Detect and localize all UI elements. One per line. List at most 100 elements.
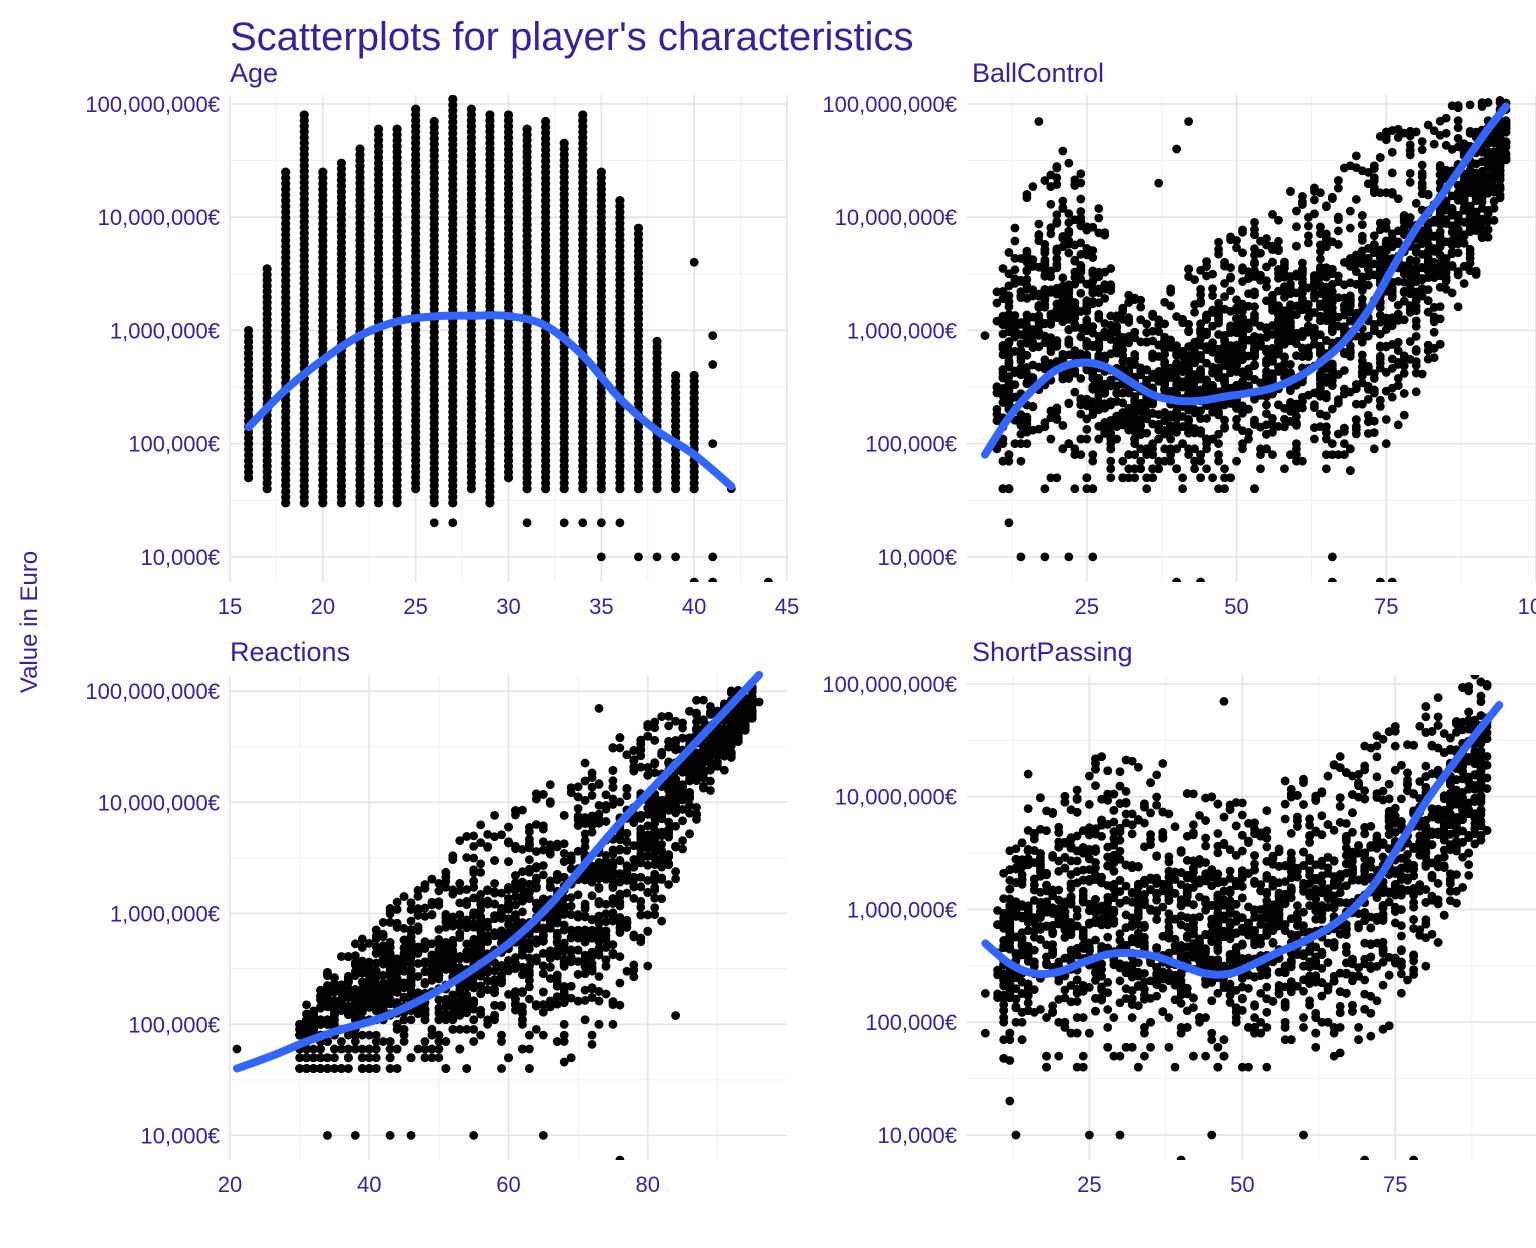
data-point bbox=[1435, 130, 1445, 140]
data-point bbox=[1166, 434, 1176, 444]
data-point bbox=[1106, 400, 1116, 410]
data-point bbox=[1154, 327, 1164, 337]
data-point bbox=[980, 331, 990, 341]
data-point bbox=[1232, 403, 1241, 413]
data-point bbox=[1070, 484, 1080, 494]
data-point bbox=[1280, 464, 1289, 474]
data-point bbox=[1399, 389, 1409, 398]
data-point bbox=[1357, 356, 1367, 366]
data-point bbox=[1064, 158, 1074, 168]
data-point bbox=[1447, 247, 1457, 257]
data-point bbox=[1393, 358, 1403, 367]
data-point bbox=[708, 360, 718, 369]
data-point bbox=[1411, 321, 1421, 331]
data-point bbox=[1465, 253, 1475, 263]
data-point bbox=[1022, 284, 1032, 294]
data-point bbox=[1250, 244, 1259, 254]
data-point bbox=[1100, 228, 1110, 238]
data-point bbox=[1196, 334, 1205, 343]
data-point bbox=[1351, 380, 1361, 389]
data-point bbox=[1387, 286, 1397, 296]
data-point bbox=[1286, 359, 1295, 369]
data-point bbox=[1351, 195, 1361, 204]
data-point bbox=[1172, 464, 1182, 474]
x-tick-label: 25 bbox=[1075, 594, 1099, 619]
data-point bbox=[1489, 130, 1499, 139]
data-point bbox=[1280, 414, 1289, 424]
data-point bbox=[1082, 424, 1092, 434]
data-point bbox=[1417, 239, 1427, 249]
data-point bbox=[281, 167, 291, 177]
data-point bbox=[1262, 296, 1271, 306]
data-point bbox=[1351, 267, 1361, 277]
data-point bbox=[601, 874, 611, 884]
data-point bbox=[1274, 315, 1283, 325]
data-point bbox=[1459, 195, 1469, 205]
x-tick-label: 40 bbox=[357, 1172, 381, 1197]
data-point bbox=[1304, 231, 1313, 241]
data-point bbox=[1082, 394, 1092, 404]
data-point bbox=[429, 116, 439, 127]
data-point bbox=[1004, 337, 1014, 347]
data-point bbox=[1381, 341, 1391, 351]
data-point bbox=[1483, 187, 1493, 197]
data-point bbox=[1429, 139, 1439, 149]
x-tick-label: 45 bbox=[775, 594, 799, 619]
data-point bbox=[1214, 456, 1223, 466]
data-point bbox=[1268, 290, 1277, 300]
data-point bbox=[1321, 422, 1331, 432]
data-point bbox=[1327, 338, 1337, 348]
data-point bbox=[1393, 420, 1403, 430]
data-point bbox=[1357, 337, 1367, 347]
data-point bbox=[1250, 259, 1259, 269]
data-point bbox=[1453, 225, 1463, 234]
facet-panels: 10,000€100,000€1,000,000€10,000,000€100,… bbox=[85, 58, 1536, 1197]
data-point bbox=[1178, 484, 1188, 494]
data-point bbox=[1327, 439, 1337, 449]
data-point bbox=[1052, 254, 1062, 264]
data-point bbox=[1160, 297, 1170, 307]
data-point bbox=[1124, 388, 1134, 398]
data-point bbox=[1238, 225, 1247, 235]
data-point bbox=[578, 110, 588, 120]
data-point bbox=[1136, 315, 1146, 325]
data-point bbox=[1076, 238, 1086, 248]
data-point bbox=[1309, 400, 1319, 410]
data-point bbox=[1315, 299, 1325, 309]
data-point bbox=[1429, 343, 1439, 353]
scatter-points bbox=[243, 95, 773, 582]
data-point bbox=[1178, 473, 1188, 483]
data-point bbox=[1226, 306, 1235, 316]
data-point bbox=[1076, 374, 1086, 383]
data-point bbox=[1345, 316, 1355, 326]
data-point bbox=[1070, 310, 1080, 319]
data-point bbox=[1046, 199, 1056, 209]
data-point bbox=[1142, 444, 1152, 454]
data-point bbox=[1010, 236, 1020, 246]
data-point bbox=[1208, 291, 1217, 301]
data-point bbox=[1154, 434, 1164, 444]
data-point bbox=[1321, 411, 1331, 421]
data-point bbox=[541, 116, 551, 127]
y-tick-label: 1,000,000€ bbox=[110, 901, 220, 926]
data-point bbox=[1262, 359, 1271, 369]
data-point bbox=[1142, 407, 1152, 417]
data-point bbox=[1034, 219, 1044, 229]
data-point bbox=[1070, 298, 1080, 308]
data-point bbox=[1381, 236, 1391, 246]
data-point bbox=[1405, 279, 1415, 288]
data-point bbox=[1381, 325, 1391, 334]
data-point bbox=[1369, 369, 1379, 379]
data-point bbox=[1393, 133, 1403, 142]
data-point bbox=[1357, 350, 1367, 360]
data-point bbox=[1094, 313, 1104, 323]
data-point bbox=[1345, 206, 1355, 216]
data-point bbox=[1088, 450, 1098, 460]
data-point bbox=[1315, 240, 1325, 250]
data-point bbox=[1309, 423, 1319, 433]
x-tick-label: 15 bbox=[218, 594, 242, 619]
data-point bbox=[1423, 256, 1433, 266]
facet-panel-0: 10,000€100,000€1,000,000€10,000,000€100,… bbox=[85, 58, 799, 619]
data-point bbox=[1423, 273, 1433, 282]
data-point bbox=[1196, 290, 1205, 300]
